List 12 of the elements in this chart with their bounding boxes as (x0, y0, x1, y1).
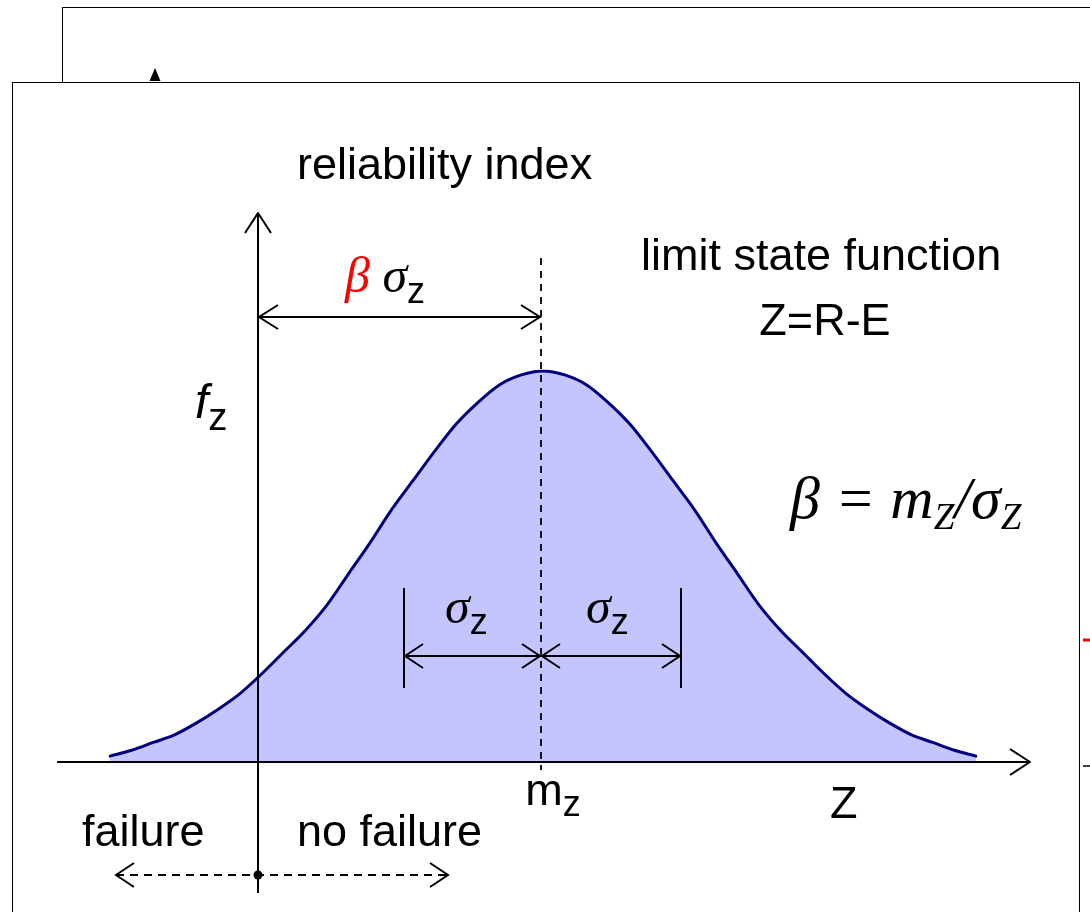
text: failure (82, 805, 205, 856)
annotation: β = m$_{Z}$/σ$_{Z}$ (790, 465, 1022, 538)
text: limit state function (641, 229, 1002, 280)
text: no failure (297, 805, 483, 856)
annotation: σ$_{z}$ (586, 578, 629, 642)
annotation: σ$_{z}$ (445, 578, 488, 642)
text: Z=R-E (759, 294, 891, 345)
chart-title: reliability index (297, 138, 593, 189)
text: β σ$_{z}$ (345, 247, 426, 311)
y-axis-title: f$_{z}$ (195, 375, 228, 438)
text: m$_{z}$ (525, 764, 581, 824)
x-axis-title: Z (830, 777, 858, 828)
